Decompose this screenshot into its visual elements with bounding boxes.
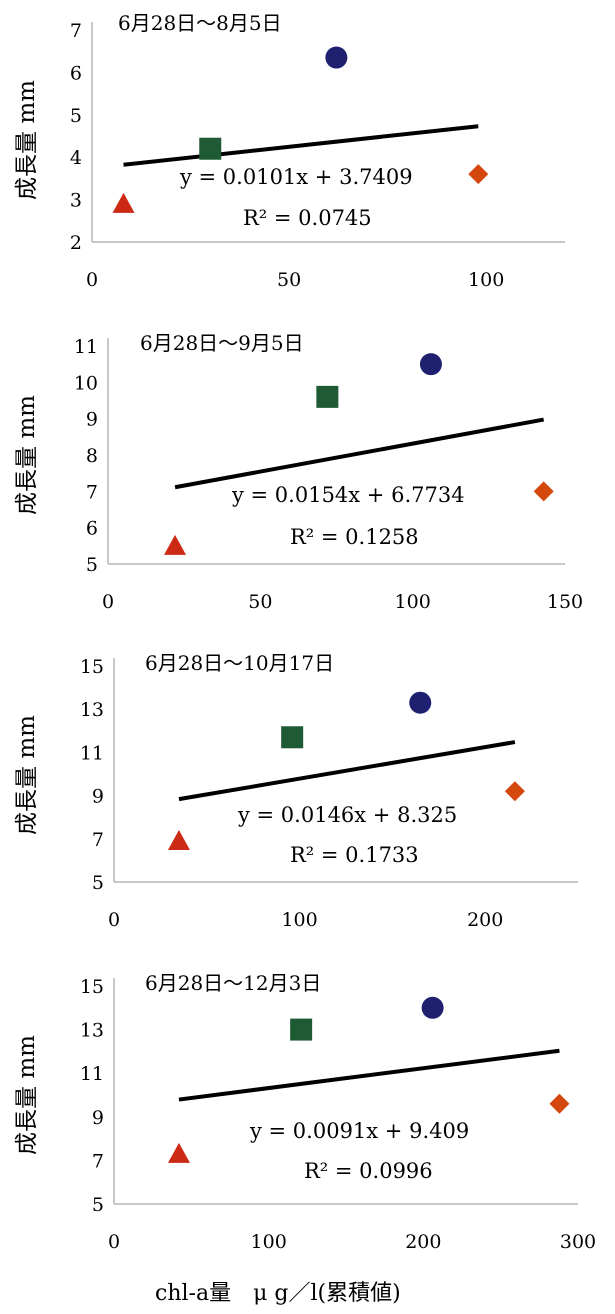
r-squared-label: R² = 0.1258 (290, 525, 419, 549)
trendline (123, 124, 479, 167)
trendline (178, 740, 516, 802)
chart-title: 6月28日～8月5日 (118, 11, 282, 35)
data-point-diamond (468, 164, 489, 185)
r-squared-label: R² = 0.1733 (290, 843, 419, 867)
y-tick-label: 10 (74, 372, 98, 394)
x-tick-label: 0 (108, 1231, 120, 1253)
y-tick-label: 7 (92, 1150, 104, 1172)
y-tick-label: 7 (92, 829, 104, 851)
x-tick-label: 100 (251, 1231, 287, 1253)
r-squared-label: R² = 0.0745 (243, 206, 372, 230)
trendline (174, 417, 545, 490)
y-tick-label: 4 (70, 147, 82, 169)
x-tick-label: 300 (560, 1231, 596, 1253)
y-tick-label: 2 (70, 232, 82, 254)
trendline-equation: y = 0.0101x + 3.7409 (179, 165, 413, 189)
y-tick-label: 11 (80, 1063, 104, 1085)
y-tick-label: 3 (70, 190, 82, 212)
data-point-diamond (504, 781, 525, 802)
x-tick-label: 0 (102, 591, 114, 613)
x-tick-label: 50 (277, 269, 301, 291)
data-point-square (316, 385, 339, 408)
y-tick-label: 9 (92, 1107, 104, 1129)
chart-title: 6月28日～9月5日 (140, 331, 304, 355)
y-tick-label: 5 (70, 105, 82, 127)
trendline-equation: y = 0.0146x + 8.325 (237, 803, 457, 827)
y-tick-label: 6 (86, 518, 98, 540)
y-tick-label: 9 (86, 409, 98, 431)
data-point-diamond (549, 1093, 570, 1114)
data-point-circle (421, 996, 444, 1019)
y-tick-label: 7 (70, 20, 82, 42)
data-point-square (290, 1018, 313, 1041)
data-point-diamond (533, 481, 554, 502)
y-tick-label: 15 (80, 976, 104, 998)
trendline (178, 1048, 560, 1102)
y-tick-label: 9 (92, 786, 104, 808)
chart-title: 6月28日～12月3日 (145, 971, 321, 995)
y-tick-label: 6 (70, 62, 82, 84)
y-axis-label: 成長量 mm (14, 715, 40, 835)
r-squared-label: R² = 0.0996 (304, 1159, 433, 1183)
data-point-square (281, 726, 304, 749)
x-tick-label: 100 (281, 909, 317, 931)
y-tick-label: 13 (80, 699, 104, 721)
trendline-equation: y = 0.0154x + 6.7734 (231, 483, 465, 507)
y-tick-label: 5 (92, 1194, 104, 1216)
y-tick-label: 15 (80, 656, 104, 678)
y-tick-label: 8 (86, 445, 98, 467)
y-tick-label: 5 (86, 554, 98, 576)
data-point-triangle (167, 829, 190, 850)
x-tick-label: 50 (248, 591, 272, 613)
x-tick-label: 0 (108, 909, 120, 931)
data-point-triangle (167, 1142, 190, 1163)
data-point-triangle (112, 192, 135, 213)
x-tick-label: 200 (405, 1231, 441, 1253)
x-axis-label: chl-a量 μ g／l(累積値) (155, 1281, 401, 1306)
x-tick-label: 150 (547, 591, 583, 613)
data-point-circle (409, 691, 432, 714)
data-point-square (199, 137, 222, 160)
trendline-equation: y = 0.0091x + 9.409 (249, 1119, 469, 1143)
y-tick-label: 13 (80, 1020, 104, 1042)
y-axis-label: 成長量 mm (14, 1035, 40, 1155)
data-point-circle (325, 46, 348, 69)
chart-title: 6月28日～10月17日 (145, 651, 334, 675)
x-tick-label: 200 (467, 909, 503, 931)
x-tick-label: 0 (86, 269, 98, 291)
y-axis-label: 成長量 mm (14, 395, 40, 515)
y-tick-label: 11 (80, 742, 104, 764)
data-point-triangle (164, 534, 187, 555)
y-tick-label: 11 (74, 336, 98, 358)
y-axis-label: 成長量 mm (14, 80, 40, 200)
y-tick-label: 7 (86, 481, 98, 503)
x-tick-label: 100 (468, 269, 504, 291)
y-tick-label: 5 (92, 872, 104, 894)
data-point-circle (419, 353, 442, 376)
x-tick-label: 100 (395, 591, 431, 613)
